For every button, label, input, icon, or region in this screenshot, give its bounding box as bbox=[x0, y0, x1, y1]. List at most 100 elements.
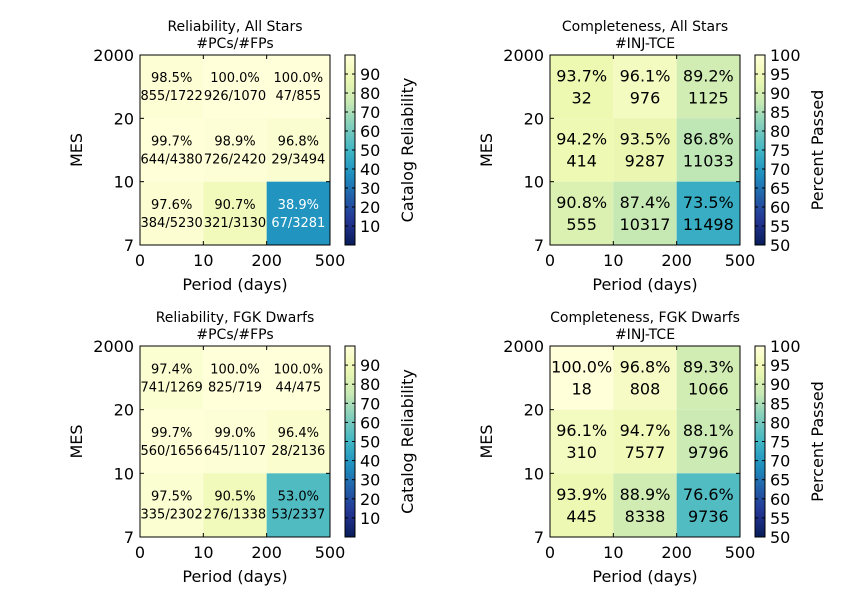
chart-title: Reliability, FGK Dwarfs bbox=[156, 310, 315, 326]
colorbar-tick-label: 55 bbox=[770, 217, 790, 236]
colorbar-tick-label: 70 bbox=[360, 103, 380, 122]
colorbar-tick-label: 20 bbox=[360, 490, 380, 509]
colorbar-tick-label: 50 bbox=[360, 141, 380, 160]
cell-count-label: 808 bbox=[630, 379, 661, 398]
cell-count-label: 384/5230 bbox=[141, 216, 203, 231]
cell-count-label: 926/1070 bbox=[204, 89, 266, 104]
y-axis-label: MES bbox=[67, 424, 86, 458]
y-tick-label: 2000 bbox=[93, 46, 134, 65]
y-axis-label: MES bbox=[477, 133, 496, 167]
cell-percent-label: 96.4% bbox=[278, 426, 319, 441]
cell-percent-label: 99.0% bbox=[214, 426, 255, 441]
y-tick-label: 10 bbox=[114, 464, 134, 483]
cell-percent-label: 99.7% bbox=[151, 135, 192, 150]
y-tick-label: 20 bbox=[524, 109, 544, 128]
cell-count-label: 741/1269 bbox=[141, 380, 203, 395]
heatmap-cell bbox=[140, 118, 204, 182]
y-tick-label: 20 bbox=[114, 401, 134, 420]
cell-percent-label: 94.7% bbox=[620, 421, 671, 440]
cell-percent-label: 96.8% bbox=[278, 135, 319, 150]
cell-percent-label: 96.1% bbox=[556, 421, 607, 440]
cell-percent-label: 86.8% bbox=[683, 130, 734, 149]
panel-1: Reliability, All Stars#PCs/#FPs 98.5% 855/… bbox=[67, 19, 417, 294]
cell-count-label: 335/2302 bbox=[141, 508, 203, 523]
cell-percent-label: 98.5% bbox=[151, 71, 192, 86]
heatmap-cell bbox=[266, 346, 330, 410]
panel-3: Reliability, FGK Dwarfs#PCs/#FPs 97.4% 741… bbox=[67, 310, 417, 586]
colorbar-tick-label: 95 bbox=[770, 65, 790, 84]
cell-count-label: 32 bbox=[571, 88, 591, 107]
colorbar-tick-label: 90 bbox=[770, 375, 790, 394]
heatmap-cell bbox=[203, 409, 267, 474]
heatmap-cell bbox=[266, 118, 330, 182]
panel-2: Completeness, All Stars#INJ-TCE 93.7% 32 96… bbox=[477, 19, 827, 294]
cell-count-label: 11498 bbox=[683, 215, 734, 234]
cell-count-label: 645/1107 bbox=[204, 444, 266, 459]
colorbar-tick-label: 30 bbox=[360, 179, 380, 198]
chart-title: #PCs/#FPs bbox=[196, 327, 273, 343]
heatmap-cell bbox=[676, 181, 740, 245]
cell-count-label: 1066 bbox=[688, 379, 729, 398]
x-tick-label: 10 bbox=[193, 543, 213, 562]
heatmap-cell bbox=[550, 473, 614, 537]
colorbar-tick-label: 40 bbox=[360, 160, 380, 179]
cell-count-label: 276/1338 bbox=[204, 508, 266, 523]
y-tick-label: 2000 bbox=[503, 46, 544, 65]
x-tick-label: 0 bbox=[545, 543, 555, 562]
heatmap-cell bbox=[676, 346, 740, 410]
heatmap-cell bbox=[203, 473, 267, 537]
heatmap-cell bbox=[676, 409, 740, 474]
cell-count-label: 11033 bbox=[683, 152, 734, 171]
heatmap-cell bbox=[140, 181, 204, 245]
cell-count-label: 53/2337 bbox=[271, 508, 325, 523]
cell-percent-label: 88.9% bbox=[620, 485, 671, 504]
colorbar-tick-label: 50 bbox=[770, 528, 790, 547]
colorbar-tick-label: 100 bbox=[770, 337, 801, 356]
heatmap-cell bbox=[550, 118, 614, 182]
colorbar-label: Percent Passed bbox=[808, 90, 827, 211]
cell-count-label: 976 bbox=[630, 88, 661, 107]
heatmap-cell bbox=[550, 181, 614, 245]
colorbar-label: Catalog Reliability bbox=[398, 369, 417, 514]
y-tick-label: 7 bbox=[534, 236, 544, 255]
cell-count-label: 29/3494 bbox=[271, 153, 325, 168]
chart-title: #INJ-TCE bbox=[615, 36, 675, 52]
cell-percent-label: 100.0% bbox=[274, 362, 324, 377]
cell-percent-label: 100.0% bbox=[274, 71, 324, 86]
cell-percent-label: 96.1% bbox=[620, 66, 671, 85]
colorbar-tick-label: 50 bbox=[360, 433, 380, 452]
chart-title: Reliability, All Stars bbox=[167, 19, 302, 35]
y-tick-label: 10 bbox=[114, 173, 134, 192]
colorbar-tick-label: 10 bbox=[360, 509, 380, 528]
cell-percent-label: 100.0% bbox=[210, 71, 260, 86]
cell-percent-label: 89.2% bbox=[683, 66, 734, 85]
cell-percent-label: 93.7% bbox=[556, 66, 607, 85]
colorbar-tick-label: 80 bbox=[360, 84, 380, 103]
y-axis-label: MES bbox=[477, 424, 496, 458]
axes-frame bbox=[549, 54, 741, 246]
cell-percent-label: 100.0% bbox=[551, 357, 612, 376]
cell-count-label: 644/4380 bbox=[141, 153, 203, 168]
cell-count-label: 310 bbox=[566, 443, 597, 462]
cell-percent-label: 88.1% bbox=[683, 421, 734, 440]
heatmap-cell bbox=[140, 473, 204, 537]
cell-percent-label: 90.7% bbox=[214, 198, 255, 213]
colorbar-tick-label: 85 bbox=[770, 394, 790, 413]
heatmap-cell bbox=[266, 409, 330, 474]
colorbar-tick-label: 60 bbox=[770, 490, 790, 509]
cell-count-label: 445 bbox=[566, 507, 597, 526]
cell-percent-label: 89.3% bbox=[683, 357, 734, 376]
y-tick-label: 7 bbox=[124, 528, 134, 547]
heatmap-cell bbox=[266, 181, 330, 245]
colorbar-tick-label: 65 bbox=[770, 179, 790, 198]
heatmap-cell bbox=[140, 346, 204, 410]
x-axis-label: Period (days) bbox=[182, 275, 287, 294]
heatmap-cell bbox=[266, 55, 330, 119]
heatmap-cell bbox=[613, 409, 677, 474]
cell-percent-label: 94.2% bbox=[556, 130, 607, 149]
cell-count-label: 321/3130 bbox=[204, 216, 266, 231]
axes-frame bbox=[139, 54, 331, 246]
colorbar-tick-label: 70 bbox=[770, 160, 790, 179]
axes-frame bbox=[549, 345, 741, 538]
